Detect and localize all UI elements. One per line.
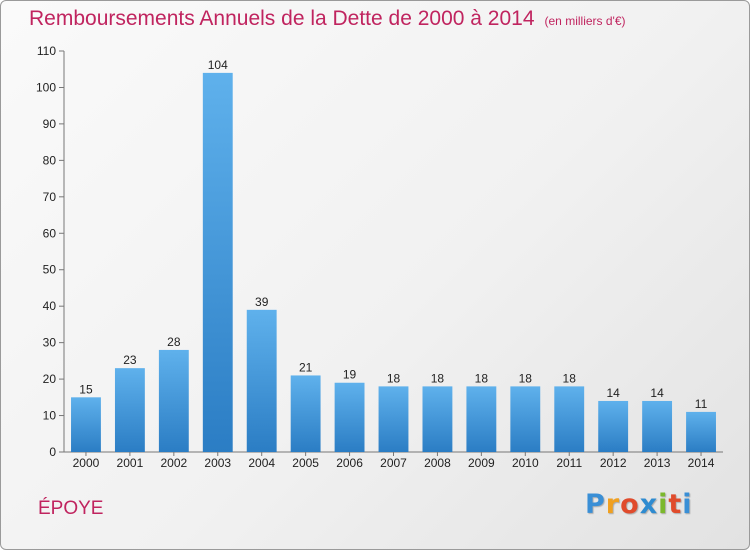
logo-letter: i xyxy=(682,489,693,520)
logo-letter: x xyxy=(639,489,659,520)
bar xyxy=(334,382,365,452)
bar xyxy=(378,386,409,452)
x-tick-label: 2014 xyxy=(688,456,715,470)
x-tick-label: 2009 xyxy=(468,456,495,470)
bar xyxy=(71,397,101,452)
y-tick-label: 100 xyxy=(36,80,56,94)
y-tick-label: 80 xyxy=(43,153,57,167)
y-tick-label: 0 xyxy=(49,445,56,459)
bar xyxy=(202,72,233,452)
y-tick-label: 60 xyxy=(43,226,57,240)
y-tick-label: 110 xyxy=(37,44,56,58)
bar-value-label: 18 xyxy=(431,371,445,385)
logo-letter: r xyxy=(605,489,621,520)
bar-value-label: 39 xyxy=(255,295,269,309)
x-tick-label: 2008 xyxy=(424,456,451,470)
bar xyxy=(686,411,716,452)
x-tick-label: 2012 xyxy=(600,456,627,470)
bar-value-label: 14 xyxy=(650,386,664,400)
bar-value-label: 18 xyxy=(519,371,533,385)
x-tick-label: 2000 xyxy=(73,456,100,470)
chart-title-text: Remboursements Annuels de la Dette de 20… xyxy=(29,7,535,30)
bar-value-label: 18 xyxy=(563,371,577,385)
x-tick-label: 2003 xyxy=(204,456,231,470)
y-tick-label: 90 xyxy=(43,117,57,131)
y-tick-label: 20 xyxy=(43,372,57,386)
logo-letter: t xyxy=(668,489,683,520)
y-tick-label: 70 xyxy=(43,190,57,204)
bar-value-label: 19 xyxy=(343,368,357,382)
chart-title: Remboursements Annuels de la Dette de 20… xyxy=(29,7,626,31)
logo-letter: o xyxy=(620,489,640,520)
x-tick-label: 2002 xyxy=(160,456,187,470)
bar xyxy=(422,386,453,452)
logo-letter: P xyxy=(585,489,606,520)
x-tick-label: 2010 xyxy=(512,456,539,470)
bar-value-label: 18 xyxy=(387,371,401,385)
bar xyxy=(290,375,321,452)
y-tick-label: 50 xyxy=(43,263,57,277)
logo-letter: i xyxy=(658,489,669,520)
x-tick-label: 2001 xyxy=(117,456,144,470)
bar-value-label: 14 xyxy=(606,386,620,400)
bar xyxy=(598,400,629,452)
x-tick-label: 2007 xyxy=(380,456,407,470)
bar xyxy=(554,386,585,452)
bar-value-label: 28 xyxy=(167,335,181,349)
proxiti-logo: Proxiti xyxy=(585,489,693,520)
chart-subtitle: (en milliers d'€) xyxy=(544,14,626,28)
x-tick-label: 2005 xyxy=(292,456,319,470)
y-tick-label: 30 xyxy=(43,336,57,350)
bar-value-label: 104 xyxy=(208,58,228,72)
bar xyxy=(642,400,673,452)
bar-value-label: 18 xyxy=(475,371,489,385)
bar xyxy=(466,386,497,452)
chart-bars: 15 23 28 104 39 21 19 18 18 18 18 18 14 14 11 xyxy=(71,58,716,452)
y-tick-label: 40 xyxy=(43,299,57,313)
y-tick-label: 10 xyxy=(43,409,57,423)
bar xyxy=(114,368,145,452)
bar xyxy=(158,349,189,452)
bar xyxy=(246,309,277,452)
bar-value-label: 23 xyxy=(123,353,137,367)
bar-value-label: 21 xyxy=(299,360,313,374)
bar xyxy=(510,386,541,452)
commune-name: ÉPOYE xyxy=(38,498,104,519)
bar-value-label: 15 xyxy=(79,382,93,396)
x-tick-label: 2013 xyxy=(644,456,671,470)
x-tick-label: 2006 xyxy=(336,456,363,470)
x-tick-label: 2011 xyxy=(556,456,582,470)
bar-value-label: 11 xyxy=(695,397,708,411)
x-tick-label: 2004 xyxy=(248,456,275,470)
